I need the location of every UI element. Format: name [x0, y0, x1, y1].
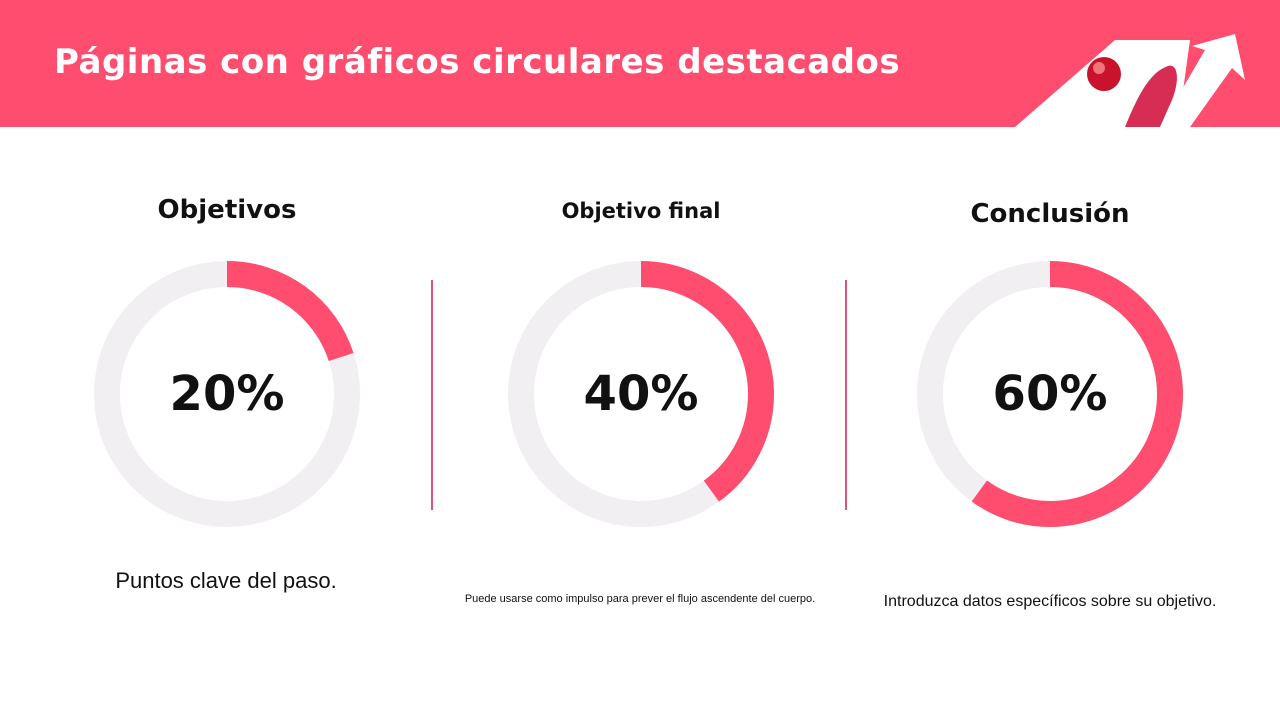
donut-progress-arc [508, 261, 774, 527]
donut-progress-arc [94, 261, 360, 527]
column-title-objetivo-final: Objetivo final [561, 199, 721, 223]
arrow-ball-icon [1015, 34, 1245, 127]
donut-chart-objetivos: 20% [93, 260, 361, 528]
donut-chart-conclusion: 60% [916, 260, 1184, 528]
donut-chart-objetivo-final: 40% [507, 260, 775, 528]
percent-value: 40% [583, 366, 699, 422]
column-description-objetivos: Puntos clave del paso. [115, 568, 337, 593]
column-divider [431, 280, 433, 510]
percent-value: 20% [169, 366, 285, 422]
column-description-objetivo-final: Puede usarse como impulso para prever el… [464, 593, 816, 605]
column-description-conclusion: Introduzca datos específicos sobre su ob… [883, 593, 1217, 610]
column-divider [845, 280, 847, 510]
header-banner: Páginas con gráficos circulares destacad… [0, 0, 1280, 127]
column-title-conclusion: Conclusión [970, 199, 1130, 229]
percent-value: 60% [992, 366, 1108, 422]
donut-progress-arc [917, 261, 1183, 527]
page-title: Páginas con gráficos circulares destacad… [54, 42, 901, 82]
column-title-objetivos: Objetivos [157, 195, 297, 225]
